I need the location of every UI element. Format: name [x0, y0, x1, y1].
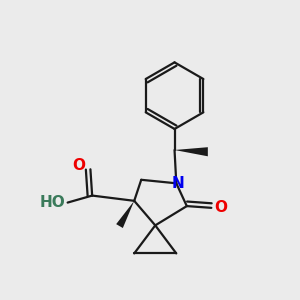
- Polygon shape: [175, 147, 208, 156]
- Text: N: N: [172, 176, 184, 191]
- Text: HO: HO: [39, 195, 65, 210]
- Text: O: O: [73, 158, 86, 173]
- Text: O: O: [215, 200, 228, 215]
- Polygon shape: [116, 201, 134, 228]
